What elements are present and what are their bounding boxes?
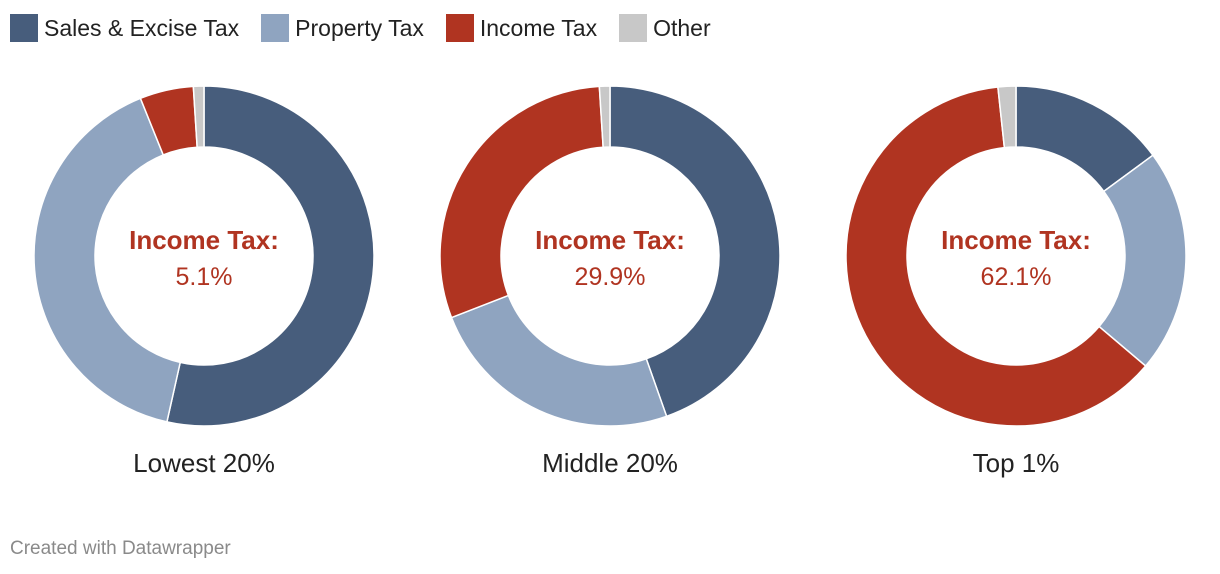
legend-swatch (619, 14, 648, 42)
legend-label: Sales & Excise Tax (44, 14, 240, 41)
donut-slice-other (192, 85, 205, 149)
donut-slice-sales-excise-tax (609, 85, 781, 418)
center-value: 5.1% (176, 263, 233, 291)
legend-swatch (10, 14, 38, 42)
donut-slices (845, 85, 1187, 427)
donut-slice-income-tax (845, 86, 1147, 427)
donut-slices (33, 85, 375, 427)
center-label: Income Tax: (535, 225, 685, 255)
donut-slice-income-tax (439, 85, 604, 319)
donut-slice-property-tax (1098, 154, 1187, 368)
legend-label: Income Tax (479, 14, 598, 41)
donut-chart-lowest-20: Income Tax: 5.1% Lowest 20% (33, 85, 375, 478)
chart-title: Lowest 20% (133, 448, 275, 478)
donut-chart-top-1: Income Tax: 62.1% Top 1% (845, 85, 1187, 478)
chart-title: Top 1% (973, 448, 1060, 478)
donut-slices (439, 85, 781, 427)
donut-slice-property-tax (450, 294, 668, 427)
legend-swatch (261, 14, 290, 42)
legend-label: Property Tax (295, 14, 424, 41)
donut-slice-property-tax (33, 97, 182, 423)
donut-slice-other (997, 85, 1017, 149)
center-label: Income Tax: (129, 225, 279, 255)
legend-swatch (445, 14, 474, 42)
legend-item-income-tax: Income Tax (445, 14, 598, 42)
center-value: 29.9% (575, 263, 646, 291)
legend-item-property-tax: Property Tax (261, 14, 424, 42)
donut-slice-sales-excise-tax (166, 85, 375, 427)
center-value: 62.1% (981, 263, 1052, 291)
donut-chart-middle-20: Income Tax: 29.9% Middle 20% (439, 85, 781, 478)
legend-item-other: Other (619, 14, 711, 42)
chart-title: Middle 20% (542, 448, 678, 478)
chart-legend: Sales & Excise Tax Property Tax Income T… (10, 12, 733, 44)
legend-item-sales-excise-tax: Sales & Excise Tax (10, 14, 239, 42)
center-label: Income Tax: (941, 225, 1091, 255)
footer-credit: Created with Datawrapper (10, 538, 231, 559)
donut-slice-other (598, 85, 611, 149)
legend-label: Other (653, 14, 711, 41)
